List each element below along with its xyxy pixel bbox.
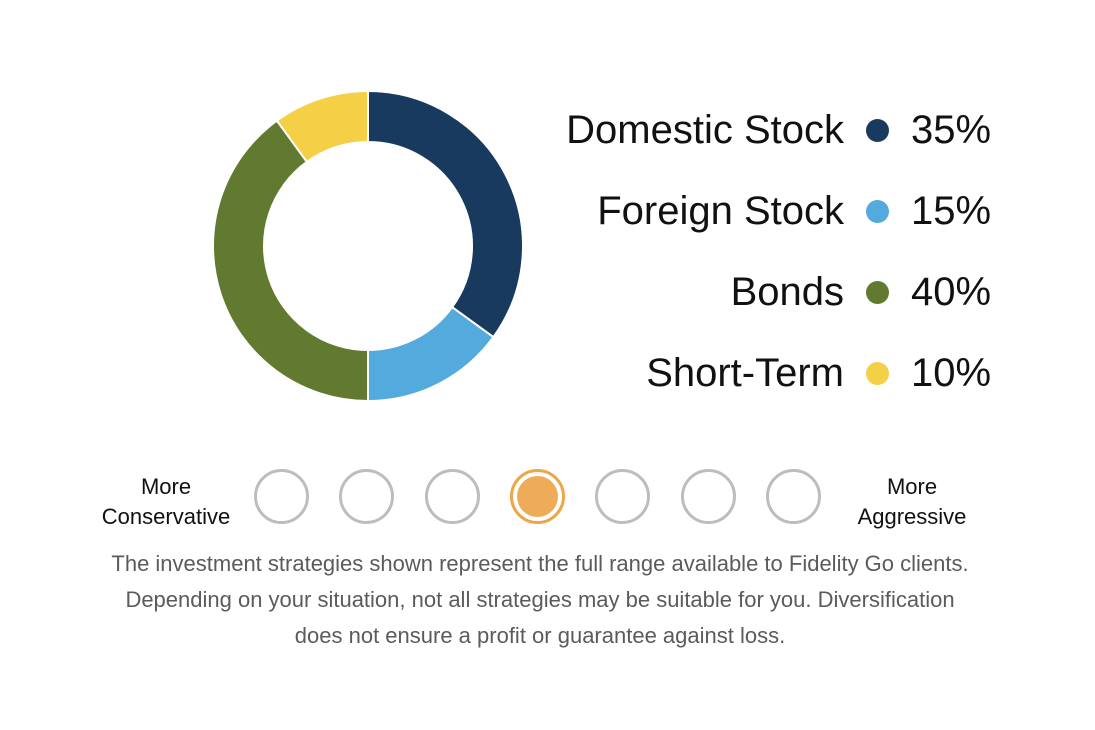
legend-row-bonds: Bonds 40% [429, 252, 992, 333]
legend-label: Bonds [730, 270, 844, 314]
donut-slice-domestic-stock [367, 90, 524, 339]
legend-value: 10% [911, 351, 992, 395]
legend-value: 15% [911, 189, 992, 233]
legend-label: Foreign Stock [597, 189, 844, 233]
conservative-label-line1: More [140, 474, 192, 499]
risk-level-option-2[interactable] [339, 469, 394, 524]
disclaimer-line-3: does not ensure a profit or guarantee ag… [294, 623, 786, 648]
risk-level-option-6[interactable] [681, 469, 736, 524]
legend-row-domestic-stock: Domestic Stock 35% [429, 90, 992, 171]
conservative-label-line2: Conservative [101, 504, 231, 529]
disclaimer-line-2: Depending on your situation, not all str… [125, 587, 955, 612]
risk-level-option-7[interactable] [766, 469, 821, 524]
aggressive-label: More Aggressive [838, 472, 986, 532]
allocation-donut-chart [212, 90, 524, 402]
risk-level-selector: More Conservative More Aggressive [0, 466, 1095, 532]
disclaimer-line-1: The investment strategies shown represen… [111, 551, 969, 576]
risk-level-option-5[interactable] [595, 469, 650, 524]
risk-level-option-1[interactable] [254, 469, 309, 524]
legend-dot [866, 119, 889, 142]
aggressive-label-line1: More [886, 474, 938, 499]
legend-label: Domestic Stock [566, 108, 844, 152]
legend-value: 35% [911, 108, 992, 152]
chart-legend: Domestic Stock 35% Foreign Stock 15% Bon… [429, 90, 992, 414]
legend-row-foreign-stock: Foreign Stock 15% [429, 171, 992, 252]
disclaimer-text: The investment strategies shown represen… [40, 546, 1040, 654]
legend-dot [866, 200, 889, 223]
legend-dot [866, 281, 889, 304]
risk-level-option-3[interactable] [425, 469, 480, 524]
legend-row-short-term: Short-Term 10% [429, 333, 992, 414]
legend-label: Short-Term [646, 351, 844, 395]
conservative-label: More Conservative [90, 472, 242, 532]
legend-value: 40% [911, 270, 992, 314]
aggressive-label-line2: Aggressive [857, 504, 967, 529]
risk-level-option-4[interactable] [510, 469, 565, 524]
donut-slice-short-term [275, 90, 369, 164]
legend-dot [866, 362, 889, 385]
donut-slice-bonds [212, 119, 369, 402]
